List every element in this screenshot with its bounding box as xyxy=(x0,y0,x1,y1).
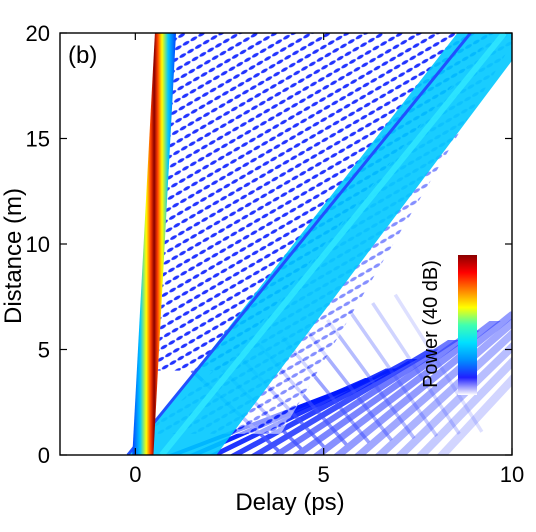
x-axis: 0 5 10 xyxy=(129,33,524,487)
colorbar-label: Power (40 dB) xyxy=(420,260,442,388)
panel-label: (b) xyxy=(68,42,97,69)
radiation-stripe xyxy=(374,328,512,455)
radiation-stripe-back xyxy=(326,318,416,440)
colorbar: Power (40 dB) xyxy=(420,255,477,395)
dispersive-wave-core xyxy=(159,33,507,455)
y-tick-label: 10 xyxy=(26,232,50,257)
dispersive-wave xyxy=(126,33,512,455)
radiation-stripe xyxy=(291,330,480,455)
y-axis-title: Distance (m) xyxy=(0,188,27,324)
y-tick-label: 5 xyxy=(38,338,50,363)
y-tick-label: 0 xyxy=(38,443,50,468)
soliton-trace xyxy=(132,33,177,455)
y-axis: 0 5 10 15 20 xyxy=(26,21,512,468)
x-tick-label: 10 xyxy=(500,462,524,487)
x-tick-label: 0 xyxy=(129,462,141,487)
colorbar-scale xyxy=(458,255,477,395)
radiation-stripe xyxy=(250,349,439,455)
dispersive-wave-edge xyxy=(126,33,472,455)
radiation-stripe xyxy=(415,356,512,455)
radiation-stripe-back xyxy=(371,302,461,435)
radiation-stripe xyxy=(270,340,460,455)
radiation-stripe xyxy=(395,341,512,455)
y-tick-label: 15 xyxy=(26,127,50,152)
radiation-stripe-back xyxy=(393,293,484,433)
plot-area xyxy=(126,33,512,455)
radiation-stripe xyxy=(312,321,501,455)
x-axis-title: Delay (ps) xyxy=(235,489,344,516)
soliton-band xyxy=(132,33,177,455)
radiation-stripe xyxy=(436,373,512,455)
x-tick-label: 5 xyxy=(318,462,330,487)
radiation-stripe-back xyxy=(348,310,439,438)
y-tick-label: 20 xyxy=(26,21,50,46)
